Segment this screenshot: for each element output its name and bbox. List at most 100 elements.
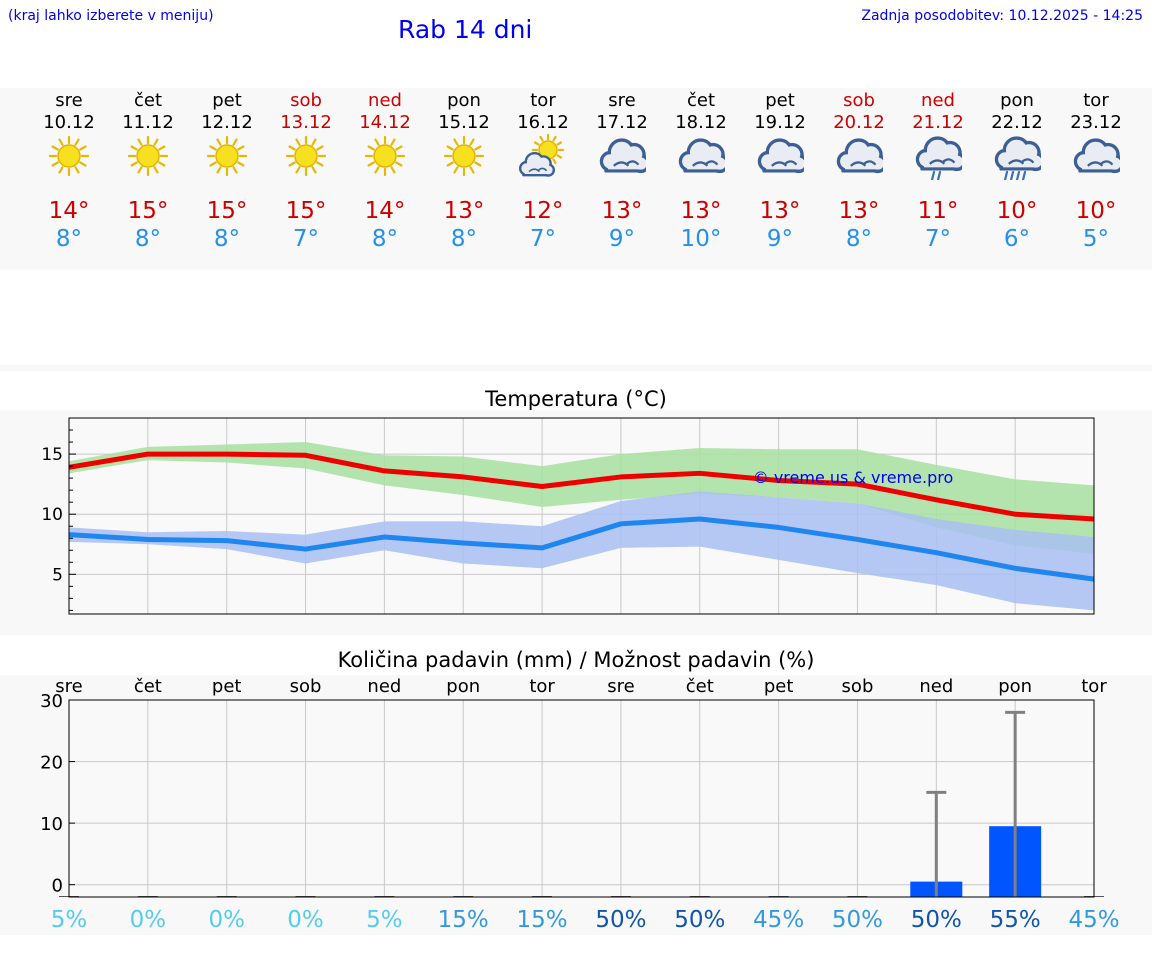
day-label: sre [607, 676, 634, 697]
precip-probability: 45% [753, 907, 804, 933]
max-temp: 15° [127, 198, 169, 224]
max-temp: 13° [838, 198, 880, 224]
day-date: 16.12 [517, 112, 569, 133]
day-name: pet [212, 90, 242, 111]
max-temp: 10° [996, 198, 1038, 224]
cloud-icon [757, 138, 804, 174]
max-temp: 13° [759, 198, 801, 224]
cloud-icon [1073, 138, 1120, 174]
precip-probability: 0% [130, 907, 167, 933]
precip-probability: 50% [911, 907, 962, 933]
y-tick-label: 20 [40, 753, 63, 774]
day-date: 13.12 [280, 112, 332, 133]
max-temp: 15° [285, 198, 327, 224]
min-temp: 8° [55, 226, 83, 252]
location-hint: (kraj lahko izberete v meniju) [8, 8, 214, 24]
cloud-icon [836, 138, 883, 174]
page-title: Rab 14 dni [398, 15, 533, 44]
y-tick-label: 30 [40, 691, 63, 712]
min-temp: 5° [1082, 226, 1110, 252]
day-date: 10.12 [43, 112, 95, 133]
day-name: pet [765, 90, 795, 111]
day-date: 14.12 [359, 112, 411, 133]
max-temp: 11° [917, 198, 959, 224]
day-name: sob [843, 90, 875, 111]
day-date: 19.12 [754, 112, 806, 133]
min-temp: 9° [608, 226, 636, 252]
min-temp: 8° [845, 226, 873, 252]
cloud-icon [599, 138, 646, 174]
day-date: 17.12 [596, 112, 648, 133]
max-temp: 13° [443, 198, 485, 224]
min-temp: 8° [450, 226, 478, 252]
day-name: tor [1083, 90, 1109, 111]
sun-icon [48, 135, 90, 177]
day-label: ned [919, 676, 953, 697]
y-tick-label: 15 [41, 445, 63, 465]
precip-probability: 5% [366, 907, 403, 933]
max-temp: 13° [601, 198, 643, 224]
min-temp: 8° [371, 226, 399, 252]
max-temp: 15° [206, 198, 248, 224]
forecast-strip-background [0, 88, 1152, 270]
day-name: sob [290, 90, 322, 111]
max-temp: 14° [364, 198, 406, 224]
max-temp-band [69, 442, 1094, 554]
cloud-icon [678, 138, 725, 174]
day-label: sob [290, 676, 322, 697]
cloud-rain-icon [994, 136, 1041, 180]
precipitation-chart: sre čet pet sob ned pon tor sre čet pet sob ned pon t… [40, 676, 1119, 933]
day-name: tor [530, 90, 556, 111]
day-label: pet [764, 676, 794, 697]
precip-probability: 0% [287, 907, 324, 933]
daily-forecast: sre 10.12 14° 8° čet 11.12 15° 8° pet 12.12 15° 8° s… [0, 88, 1152, 270]
day-label: pon [446, 676, 480, 697]
plot-frame [68, 699, 1095, 898]
day-label: pon [998, 676, 1032, 697]
day-name: čet [133, 90, 163, 111]
min-temp-band [69, 491, 1094, 611]
min-temp: 7° [292, 226, 320, 252]
day-date: 11.12 [122, 112, 174, 133]
max-temp: 12° [522, 198, 564, 224]
day-label: sre [55, 676, 82, 697]
day-date: 20.12 [833, 112, 885, 133]
min-temp: 7° [529, 226, 557, 252]
max-temp: 14° [48, 198, 90, 224]
max-temp-line [68, 451, 1095, 522]
day-date: 22.12 [991, 112, 1043, 133]
cloud-light-rain-icon [915, 136, 962, 180]
day-label: tor [529, 676, 555, 697]
precip-probability: 5% [51, 907, 88, 933]
sun-icon [127, 135, 169, 177]
day-name: čet [686, 90, 716, 111]
temperature-chart: 5 10 15 © vreme.us & vreme.pro [41, 417, 1095, 615]
day-label: ned [367, 676, 401, 697]
plot-frame [68, 417, 1095, 615]
max-temp: 10° [1075, 198, 1117, 224]
watermark: © vreme.us & vreme.pro [753, 468, 954, 487]
precip-probability: 50% [832, 907, 883, 933]
y-tick-label: 5 [52, 565, 63, 585]
day-name: ned [921, 90, 955, 111]
day-label: čet [134, 676, 162, 697]
precip-probability: 15% [438, 907, 489, 933]
day-name: sre [55, 90, 83, 111]
min-temp: 8° [213, 226, 241, 252]
precipitation-chart-title: Količina padavin (mm) / Možnost padavin … [337, 648, 815, 672]
day-label: sob [842, 676, 874, 697]
min-temp: 9° [766, 226, 794, 252]
precip-probability: 50% [674, 907, 725, 933]
min-temp-line [68, 516, 1095, 582]
day-date: 12.12 [201, 112, 253, 133]
precip-probability: 45% [1068, 907, 1119, 933]
min-temp: 10° [680, 226, 722, 252]
precip-probability: 0% [208, 907, 245, 933]
day-label: pet [212, 676, 242, 697]
sun-icon [206, 135, 248, 177]
day-name: ned [368, 90, 402, 111]
sun-icon [364, 135, 406, 177]
day-date: 21.12 [912, 112, 964, 133]
day-name: pon [1000, 90, 1034, 111]
day-label: tor [1081, 676, 1107, 697]
